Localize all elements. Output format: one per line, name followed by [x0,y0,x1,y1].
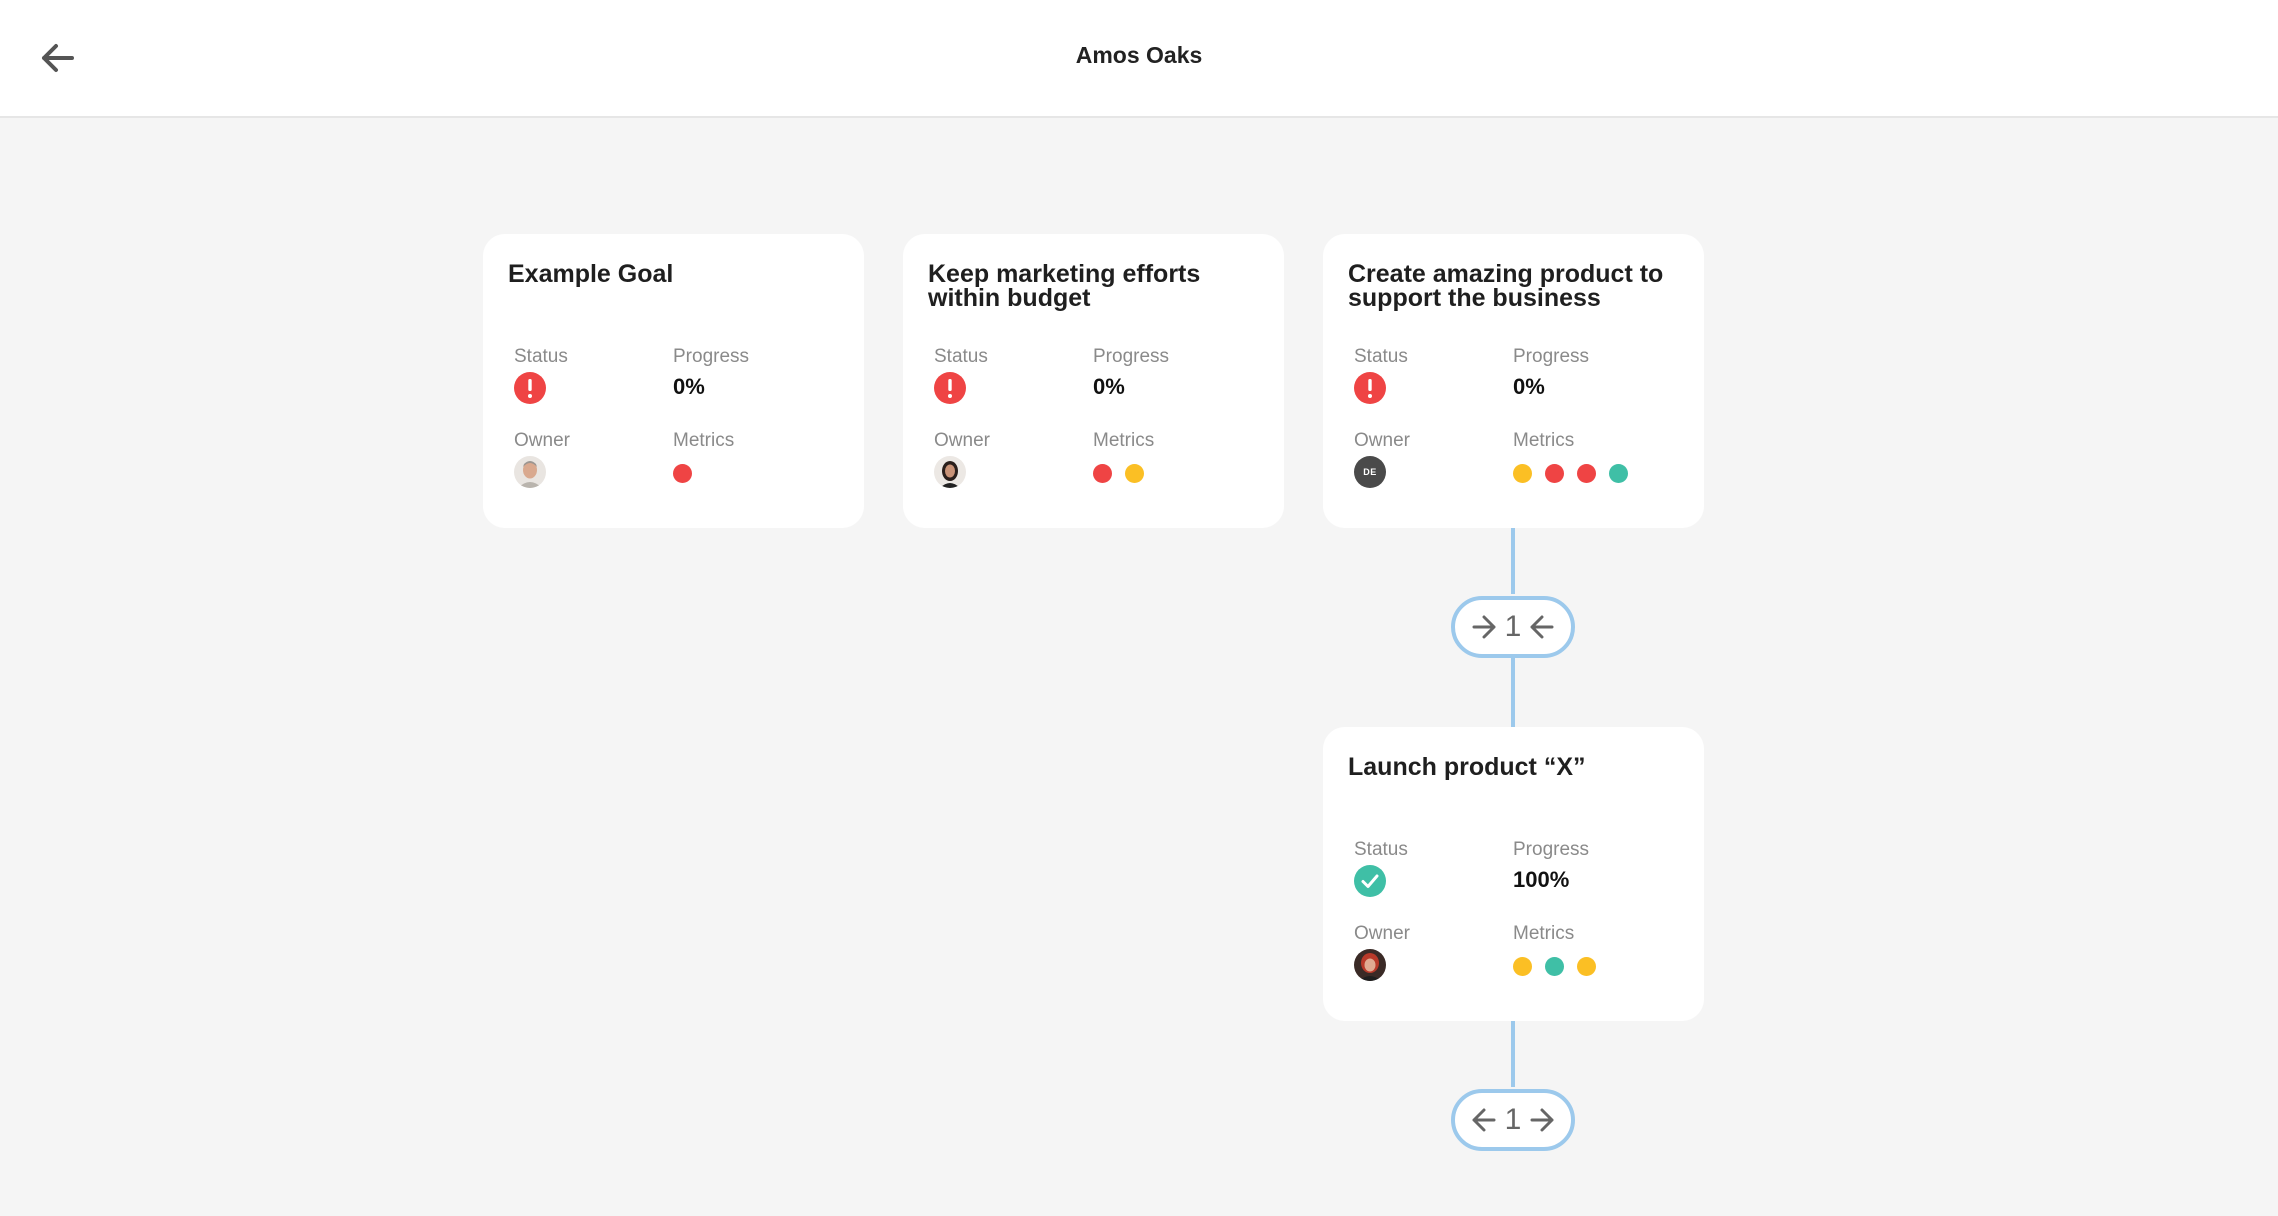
owner-avatar[interactable] [934,456,966,488]
goal-card[interactable]: Launch product “X” Status Progress 100% … [1323,727,1704,1021]
top-bar: Amos Oaks [0,0,2278,118]
metric-dot-yellow[interactable] [1513,957,1532,976]
owner-label: Owner [1354,430,1410,451]
progress-label: Progress [1093,346,1170,367]
metric-dot-red[interactable] [1093,464,1112,483]
arrow-left-icon [1530,615,1554,639]
connector-line [1511,1021,1515,1087]
metrics-dots [1093,464,1144,483]
metric-dot-yellow[interactable] [1577,957,1596,976]
goal-title: Keep marketing efforts within budget [928,260,1201,312]
goal-card[interactable]: Keep marketing efforts within budget Sta… [903,234,1284,528]
goal-title: Example Goal [508,260,674,288]
goal-title: Launch product “X” [1348,753,1586,781]
metric-dot-yellow[interactable] [1513,464,1532,483]
progress-label: Progress [1513,839,1590,860]
metrics-label: Metrics [1093,430,1155,451]
metric-dot-red[interactable] [1577,464,1596,483]
metrics-label: Metrics [1513,923,1575,944]
goal-title: Create amazing product to support the bu… [1348,260,1664,312]
owner-label: Owner [934,430,990,451]
metric-dot-teal[interactable] [1545,957,1564,976]
arrow-left-icon [1472,1108,1496,1132]
parent-goals-toggle[interactable]: 1 [1451,1089,1575,1151]
goal-card[interactable]: Create amazing product to support the bu… [1323,234,1704,528]
arrow-right-icon [1472,615,1496,639]
progress-value: 0% [673,374,705,399]
metric-dot-teal[interactable] [1609,464,1628,483]
check-status-icon [1354,865,1386,897]
arrow-right-icon [1530,1108,1554,1132]
connector-line [1511,658,1515,728]
metric-dot-red[interactable] [673,464,692,483]
status-label: Status [934,346,988,367]
metrics-label: Metrics [1513,430,1575,451]
owner-initials: DE [1363,467,1377,477]
page-title: Amos Oaks [1075,42,1203,68]
back-button[interactable] [36,36,80,80]
metrics-dots [1513,464,1628,483]
progress-label: Progress [673,346,750,367]
status-label: Status [1354,839,1408,860]
status-label: Status [1354,346,1408,367]
progress-value: 100% [1513,867,1570,892]
progress-value: 0% [1513,374,1545,399]
owner-avatar[interactable] [1354,949,1386,981]
sub-goals-toggle[interactable]: 1 [1451,596,1575,658]
metric-dot-yellow[interactable] [1125,464,1144,483]
status-label: Status [514,346,568,367]
metrics-label: Metrics [673,430,735,451]
sub-goals-count: 1 [1504,610,1522,643]
metrics-dots [1513,957,1596,976]
connector-line [1511,528,1515,594]
owner-avatar[interactable] [514,456,546,488]
arrow-left-icon [42,44,74,72]
owner-label: Owner [1354,923,1410,944]
alert-status-icon [934,372,966,404]
metrics-dots [673,464,692,483]
progress-value: 0% [1093,374,1125,399]
progress-label: Progress [1513,346,1590,367]
goal-card[interactable]: Example Goal Status Progress 0% Owner Me… [483,234,864,528]
parent-goals-count: 1 [1504,1103,1522,1136]
metric-dot-red[interactable] [1545,464,1564,483]
alert-status-icon [514,372,546,404]
alert-status-icon [1354,372,1386,404]
owner-label: Owner [514,430,570,451]
owner-avatar[interactable]: DE [1354,456,1386,488]
